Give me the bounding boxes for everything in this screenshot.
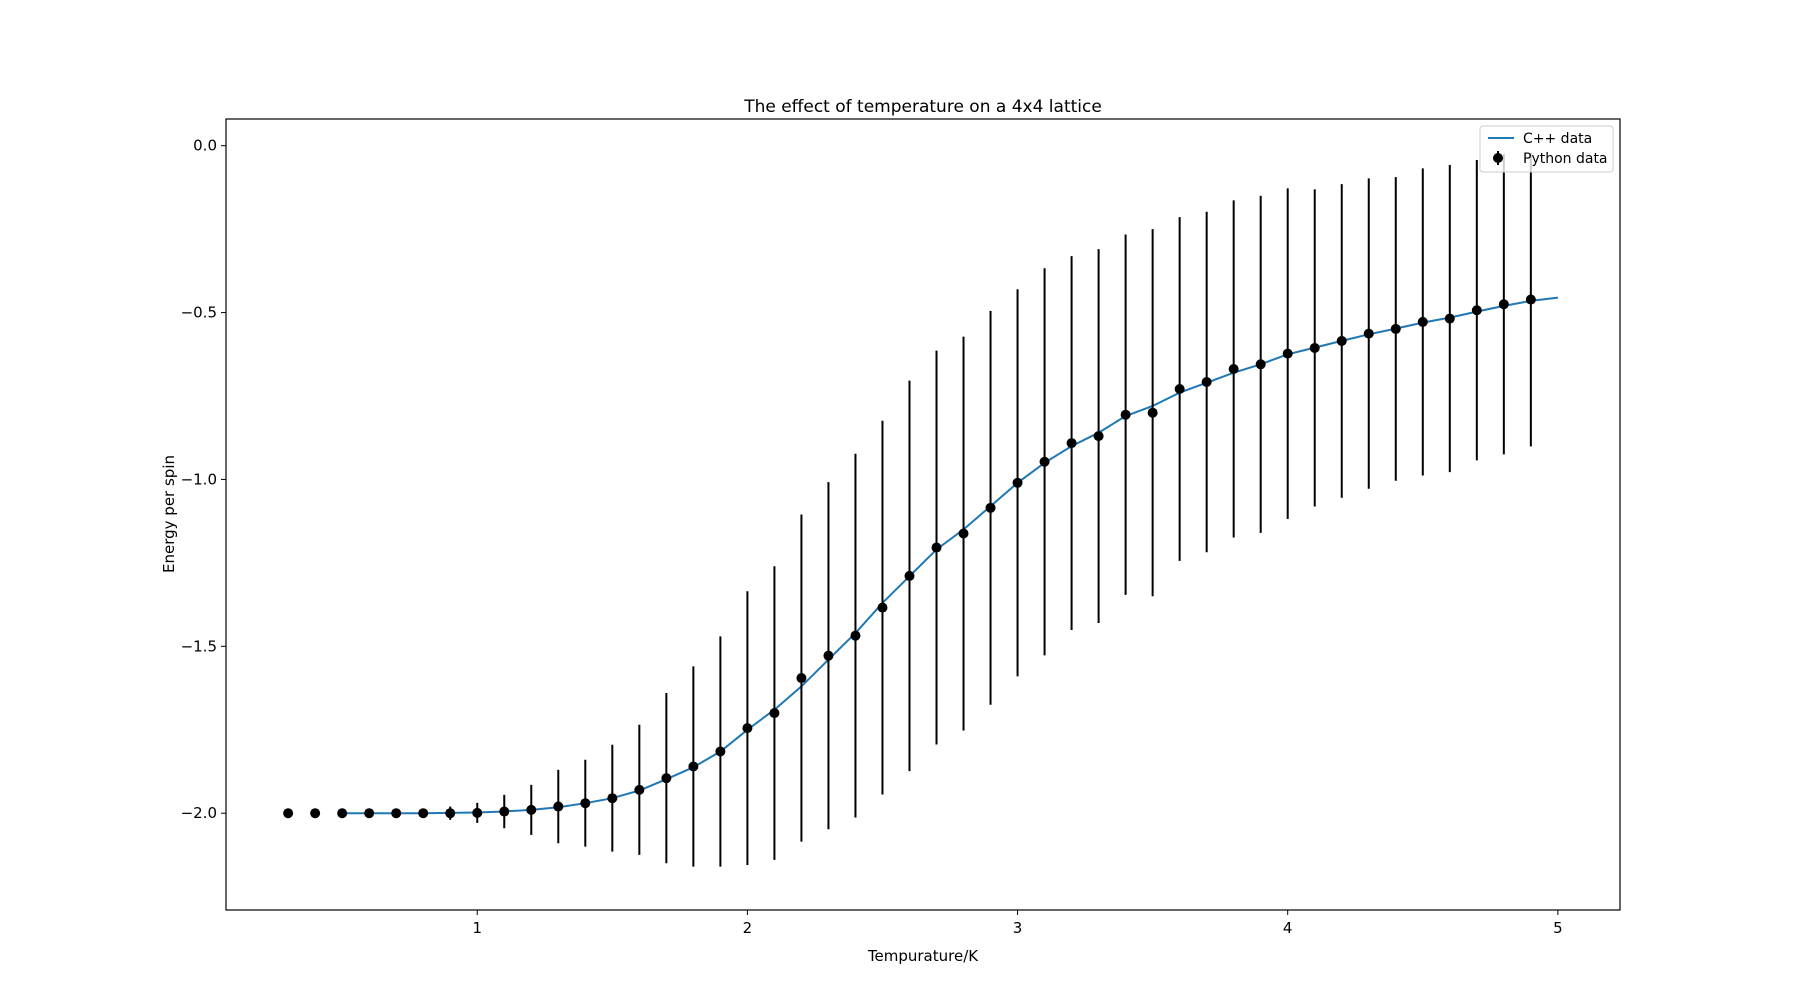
axes-frame — [225, 118, 1621, 911]
python-data-point — [391, 808, 402, 819]
python-data-point — [1174, 384, 1185, 395]
x-tick-label: 1 — [472, 919, 482, 937]
python-data-point — [1039, 456, 1050, 467]
y-axis-label: Energy per spin — [160, 455, 178, 573]
python-data-point — [553, 801, 564, 812]
python-data-point — [931, 542, 942, 553]
python-data-point — [1093, 431, 1104, 442]
python-data-point — [1309, 342, 1320, 353]
python-data-point — [526, 804, 537, 815]
python-data-point — [1147, 407, 1158, 418]
python-data-point — [1336, 335, 1347, 346]
y-tick-label: −1.5 — [181, 637, 217, 655]
chart-title: The effect of temperature on a 4x4 latti… — [743, 97, 1102, 117]
python-data-point — [1228, 363, 1239, 374]
x-tick-label: 4 — [1283, 919, 1293, 937]
python-data-point — [1390, 323, 1401, 334]
python-data-point — [1066, 438, 1077, 449]
python-data-point — [661, 773, 672, 784]
cpp-data-line — [342, 296, 1559, 815]
legend-point-marker — [1493, 153, 1503, 163]
y-tick-label: −1.0 — [181, 470, 217, 488]
python-data-point — [877, 602, 888, 613]
python-data-point — [1363, 328, 1374, 339]
x-tick-label: 3 — [1013, 919, 1023, 937]
python-data-point — [985, 502, 996, 513]
legend-label-cpp: C++ data — [1523, 131, 1592, 147]
python-data-point — [1471, 305, 1482, 316]
legend: C++ data Python data — [1479, 125, 1614, 173]
y-tick-label: 0.0 — [193, 137, 217, 155]
python-data-point — [634, 784, 645, 795]
python-data-point — [1525, 294, 1536, 305]
python-data-point — [607, 793, 618, 804]
y-tick-label: −0.5 — [181, 304, 217, 322]
python-data-point — [823, 650, 834, 661]
python-data-point — [715, 746, 726, 757]
x-tick-label: 2 — [743, 919, 753, 937]
axis-ticks: 1 2 3 4 5 −2.0 −1.5 −1.0 −0.5 0.0 — [181, 137, 1563, 937]
python-data-point — [472, 807, 483, 818]
python-data-point — [1282, 348, 1293, 359]
python-data-point — [1120, 409, 1131, 420]
python-data-point — [337, 808, 348, 819]
python-data-point — [1498, 299, 1509, 310]
python-data-point — [418, 808, 429, 819]
x-tick-label: 5 — [1553, 919, 1563, 937]
python-data-point — [796, 673, 807, 684]
python-data-point — [283, 808, 294, 819]
python-data-point — [850, 630, 861, 641]
python-data-point — [310, 808, 321, 819]
python-data-point — [580, 798, 591, 809]
python-data-point — [499, 806, 510, 817]
python-data-point — [1255, 359, 1266, 370]
x-axis-label: Tempurature/K — [867, 947, 979, 965]
python-data-point — [1012, 477, 1023, 488]
y-tick-label: −2.0 — [181, 804, 217, 822]
python-data-point — [769, 708, 780, 719]
legend-label-python: Python data — [1523, 151, 1608, 167]
plot-area — [283, 152, 1559, 867]
python-data-point — [1201, 376, 1212, 387]
python-data-point — [688, 761, 699, 772]
python-data-point — [904, 570, 915, 581]
python-data-point — [1444, 313, 1455, 324]
python-data-point — [958, 528, 969, 539]
python-data-point — [445, 808, 456, 819]
python-data-point — [364, 808, 375, 819]
python-data-point — [742, 723, 753, 734]
python-data-point — [1417, 316, 1428, 327]
